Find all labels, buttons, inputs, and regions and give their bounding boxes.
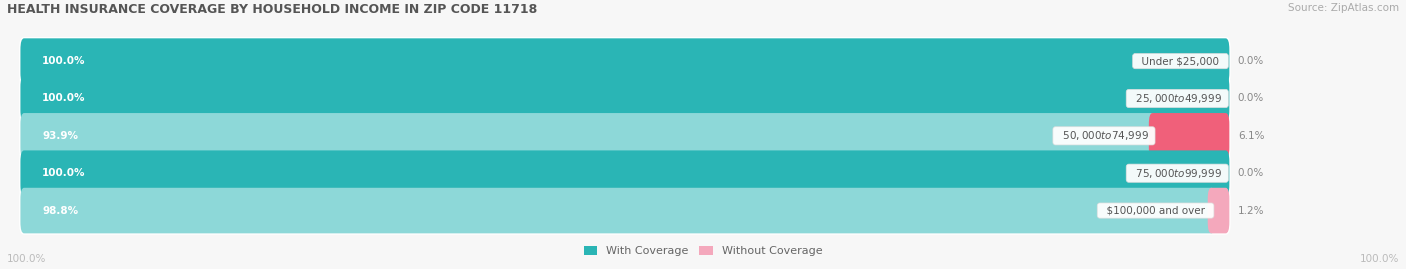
Legend: With Coverage, Without Coverage: With Coverage, Without Coverage [579, 241, 827, 261]
FancyBboxPatch shape [1149, 113, 1229, 159]
Text: 100.0%: 100.0% [42, 94, 86, 104]
Text: 100.0%: 100.0% [42, 168, 86, 178]
FancyBboxPatch shape [21, 150, 1229, 196]
Text: $100,000 and over: $100,000 and over [1099, 206, 1212, 215]
Text: 0.0%: 0.0% [1237, 94, 1264, 104]
FancyBboxPatch shape [21, 188, 1215, 233]
FancyBboxPatch shape [21, 188, 1229, 233]
Text: 0.0%: 0.0% [1237, 168, 1264, 178]
Text: Source: ZipAtlas.com: Source: ZipAtlas.com [1288, 3, 1399, 13]
Text: $75,000 to $99,999: $75,000 to $99,999 [1129, 167, 1226, 180]
FancyBboxPatch shape [21, 150, 1229, 196]
FancyBboxPatch shape [21, 38, 1229, 84]
Text: Under $25,000: Under $25,000 [1135, 56, 1226, 66]
FancyBboxPatch shape [21, 76, 1229, 121]
FancyBboxPatch shape [21, 113, 1156, 159]
Text: 100.0%: 100.0% [7, 254, 46, 264]
FancyBboxPatch shape [21, 113, 1229, 159]
Text: 100.0%: 100.0% [1360, 254, 1399, 264]
Text: $25,000 to $49,999: $25,000 to $49,999 [1129, 92, 1226, 105]
Text: $50,000 to $74,999: $50,000 to $74,999 [1056, 129, 1153, 142]
Text: 93.9%: 93.9% [42, 131, 79, 141]
Text: 100.0%: 100.0% [42, 56, 86, 66]
Text: HEALTH INSURANCE COVERAGE BY HOUSEHOLD INCOME IN ZIP CODE 11718: HEALTH INSURANCE COVERAGE BY HOUSEHOLD I… [7, 3, 537, 16]
Text: 1.2%: 1.2% [1237, 206, 1264, 215]
FancyBboxPatch shape [1208, 188, 1229, 233]
FancyBboxPatch shape [21, 38, 1229, 84]
FancyBboxPatch shape [21, 76, 1229, 121]
Text: 0.0%: 0.0% [1237, 56, 1264, 66]
Text: 6.1%: 6.1% [1237, 131, 1264, 141]
Text: 98.8%: 98.8% [42, 206, 79, 215]
